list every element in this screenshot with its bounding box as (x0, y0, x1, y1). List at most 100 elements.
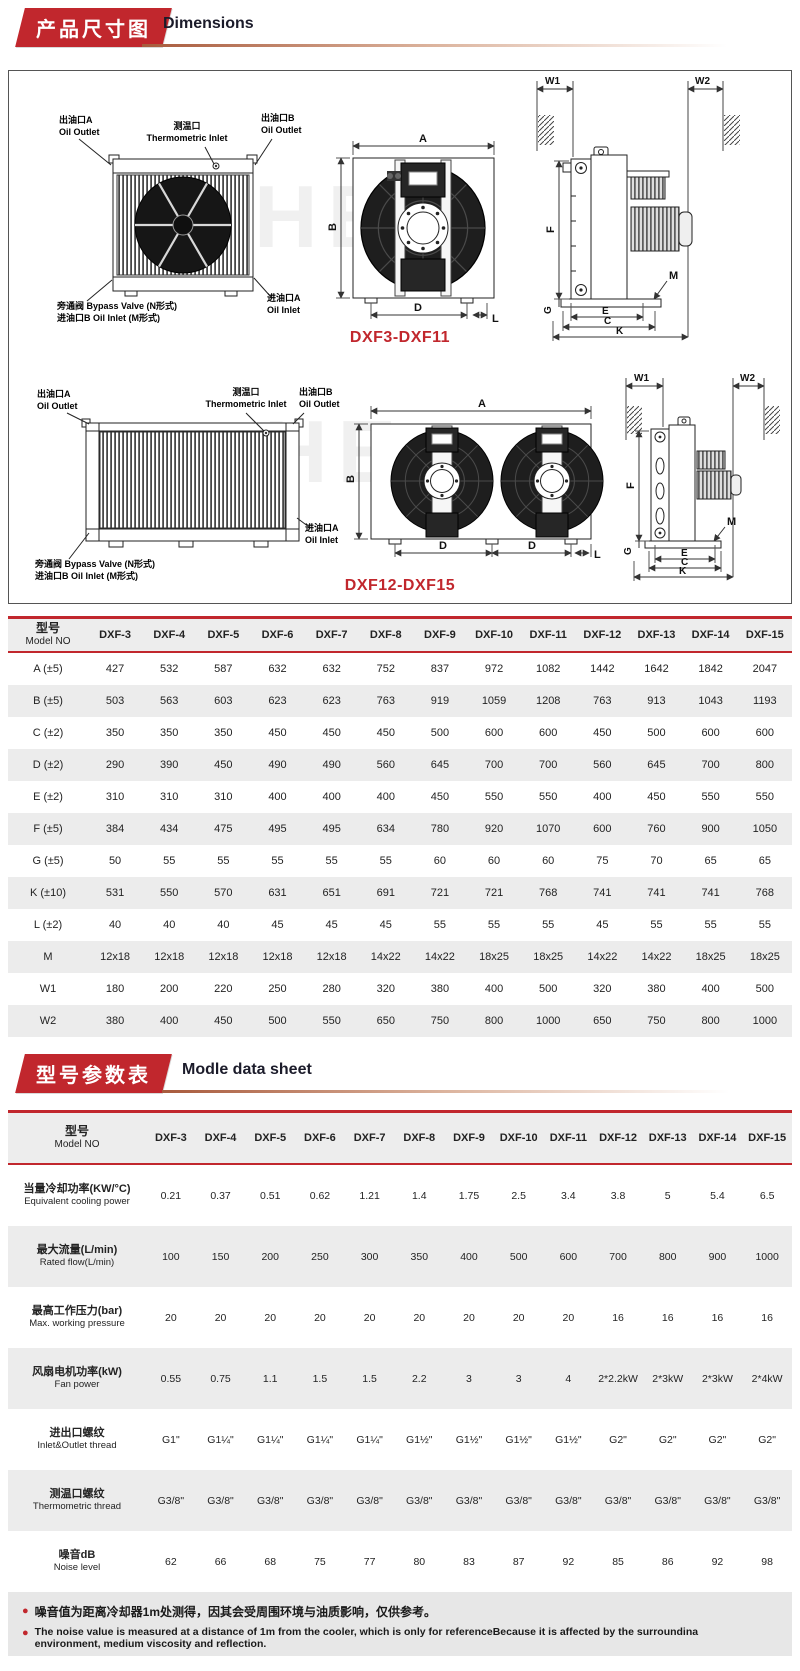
dim-col-header: DXF-5 (196, 616, 251, 653)
dim-table-row: K (±10) 531 550 570 631 651 691 721 721 768 741 741… (8, 877, 792, 909)
data-value-cell: G1¼" (306, 1433, 334, 1446)
rear-view-dxf3-11: A B (327, 133, 499, 325)
dim-value-cell: 763 (593, 695, 612, 707)
data-value-cell: 77 (363, 1555, 376, 1568)
dim-value-cell: 40 (217, 919, 230, 931)
dim-value-cell: 310 (214, 791, 233, 803)
dim-value-cell: 1193 (753, 695, 777, 707)
dim-value-cell: 12x18 (100, 951, 131, 963)
data-value-cell: 0.75 (210, 1372, 231, 1385)
dim-col-header: DXF-12 (575, 616, 630, 653)
dim-value-cell: 600 (539, 727, 558, 739)
dim-value-cell: 45 (271, 919, 284, 931)
section-header-dimensions: 产品尺寸图 Dimensions (0, 8, 800, 54)
data-value-cell: 0.62 (309, 1189, 331, 1202)
data-row-label: 噪音dB Noise level (53, 1548, 101, 1574)
dim-value-cell: 12x18 (154, 951, 185, 963)
dim-value-cell: 1442 (590, 663, 615, 675)
data-value-cell: 20 (214, 1311, 227, 1324)
dim-value-cell: 390 (160, 759, 179, 771)
dim-value-cell: 450 (376, 727, 395, 739)
dim-value-cell: 600 (755, 727, 775, 739)
dim-value-cell: 634 (376, 823, 395, 835)
dim-value-cell: 1642 (644, 663, 669, 675)
dim-letter-E2: E (681, 548, 688, 559)
dim-value-cell: 450 (430, 791, 450, 803)
label-zh: 测温口 (173, 121, 201, 131)
dim-value-cell: 919 (430, 695, 450, 707)
dim-value-cell: 350 (105, 727, 125, 739)
dim-letter-F2: F (625, 482, 637, 489)
dim-value-cell: 55 (217, 855, 230, 867)
dim-value-cell: 1043 (698, 695, 723, 707)
data-value-cell: G1¼" (356, 1433, 383, 1446)
data-value-cell: 1.5 (312, 1372, 328, 1385)
data-value-cell: 500 (509, 1250, 528, 1263)
dim-col-header: DXF-3 (88, 616, 143, 653)
dim-value-cell: 55 (704, 919, 717, 931)
dim-value-cell: 972 (484, 663, 504, 675)
front-view-dxf3-11 (78, 138, 273, 302)
note-en: ● The noise value is measured at a dista… (22, 1626, 782, 1650)
dim-row-label: M (43, 951, 53, 963)
data-value-cell: 85 (612, 1555, 624, 1568)
data-value-cell: G3/8" (753, 1494, 781, 1507)
dim-value-cell: 1842 (698, 663, 723, 675)
dim-value-cell: 400 (593, 791, 612, 803)
label-bypass-line2: 进油口B Oil Inlet (M形式) (35, 570, 138, 581)
data-col-header: DXF-12 (593, 1110, 643, 1165)
data-col-header: DXF-15 (742, 1110, 792, 1165)
dim-value-cell: 550 (755, 791, 775, 803)
data-value-cell: 0.55 (160, 1372, 182, 1385)
dim-value-cell: 60 (433, 855, 447, 867)
dim-letter-K: K (616, 326, 624, 337)
data-value-cell: 16 (612, 1311, 624, 1324)
data-value-cell: 1.1 (262, 1372, 278, 1385)
data-value-cell: 20 (363, 1311, 376, 1324)
data-value-cell: 5 (664, 1189, 671, 1202)
data-row-label: 最高工作压力(bar) Max. working pressure (29, 1304, 125, 1330)
dim-value-cell: 560 (593, 759, 612, 771)
dim-col-header: DXF-11 (521, 616, 576, 653)
data-value-cell: G1½" (505, 1433, 532, 1446)
data-model-header: 型号 Model NO (8, 1110, 146, 1165)
label-bypass-line2: 进油口B Oil Inlet (M形式) (57, 312, 160, 323)
dim-letter-K2: K (679, 566, 687, 577)
data-col-header: DXF-8 (394, 1110, 445, 1165)
dim-value-cell: 763 (376, 695, 395, 707)
data-col-header: DXF-7 (344, 1110, 395, 1165)
label-en: Oil Outlet (299, 398, 340, 409)
dim-letter-G2: G (623, 547, 634, 555)
dim-value-cell: 750 (647, 1015, 666, 1027)
data-value-cell: 16 (711, 1311, 724, 1324)
dim-letter-L2: L (594, 549, 601, 561)
dim-table-row: M 12x18 12x18 12x18 12x18 12x18 14x22 14x22 18x2… (8, 941, 792, 973)
label-en: Oil Inlet (305, 534, 339, 545)
data-value-cell: 86 (661, 1555, 674, 1568)
dim-value-cell: 55 (542, 919, 555, 931)
data-value-cell: 3 (466, 1372, 472, 1385)
data-value-cell: 3.8 (610, 1189, 626, 1202)
dim-value-cell: 752 (376, 663, 395, 675)
label-oil-outlet-b: 出油口B Oil Outlet (261, 113, 302, 136)
data-value-cell: 20 (264, 1311, 277, 1324)
dim-value-cell: 60 (487, 855, 501, 867)
dim-value-cell: 1070 (535, 823, 561, 835)
dim-letter-W2: W2 (695, 76, 710, 87)
dim-value-cell: 450 (593, 727, 612, 739)
dim-row-label: D (±2) (32, 759, 64, 771)
dim-value-cell: 760 (647, 823, 666, 835)
dim-value-cell: 550 (701, 791, 720, 803)
dim-value-cell: 55 (650, 919, 663, 931)
data-value-cell: G3/8" (157, 1494, 185, 1507)
data-value-cell: G3/8" (207, 1494, 234, 1507)
dim-letter-W2b: W2 (740, 373, 755, 384)
data-value-cell: 20 (463, 1311, 475, 1324)
dim-letter-W1: W1 (545, 76, 560, 87)
dim-value-cell: 350 (214, 727, 233, 739)
dim-value-cell: 380 (105, 1015, 125, 1027)
bullet-icon: ● (22, 1627, 29, 1639)
dim-col-header: DXF-7 (304, 616, 359, 653)
label-zh: 出油口B (299, 387, 333, 397)
